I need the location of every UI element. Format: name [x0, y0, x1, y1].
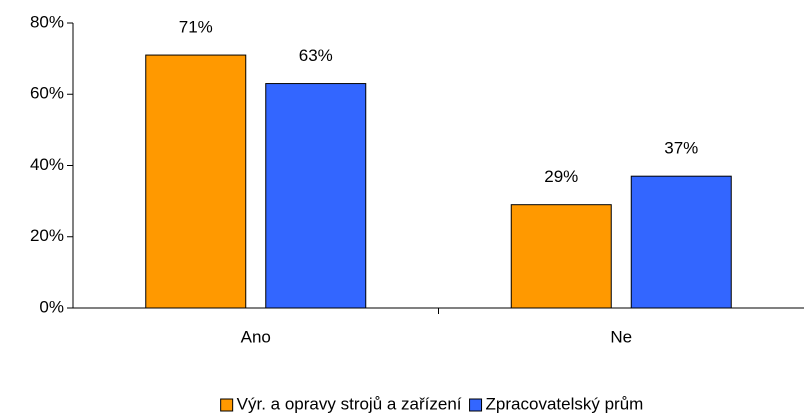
value-label: 63% [299, 46, 333, 65]
value-label: 37% [664, 139, 698, 158]
legend-swatch [220, 398, 234, 412]
value-label: 71% [179, 18, 213, 37]
legend-swatch [469, 398, 483, 412]
y-tick-label: 40% [30, 155, 64, 174]
y-tick-label: 80% [30, 12, 64, 31]
y-tick-label: 60% [30, 84, 64, 103]
legend-label: Zpracovatelský prům [486, 394, 644, 413]
y-tick-label: 20% [30, 226, 64, 245]
value-label: 29% [544, 167, 578, 186]
bar [145, 54, 247, 309]
bar [265, 83, 367, 309]
y-tick-label: 0% [39, 297, 64, 316]
x-tick-label: Ne [610, 327, 632, 346]
bar [510, 204, 612, 309]
bar [630, 175, 732, 309]
x-tick-label: Ano [241, 327, 271, 346]
legend-label: Výr. a opravy strojů a zařízení [237, 394, 462, 413]
